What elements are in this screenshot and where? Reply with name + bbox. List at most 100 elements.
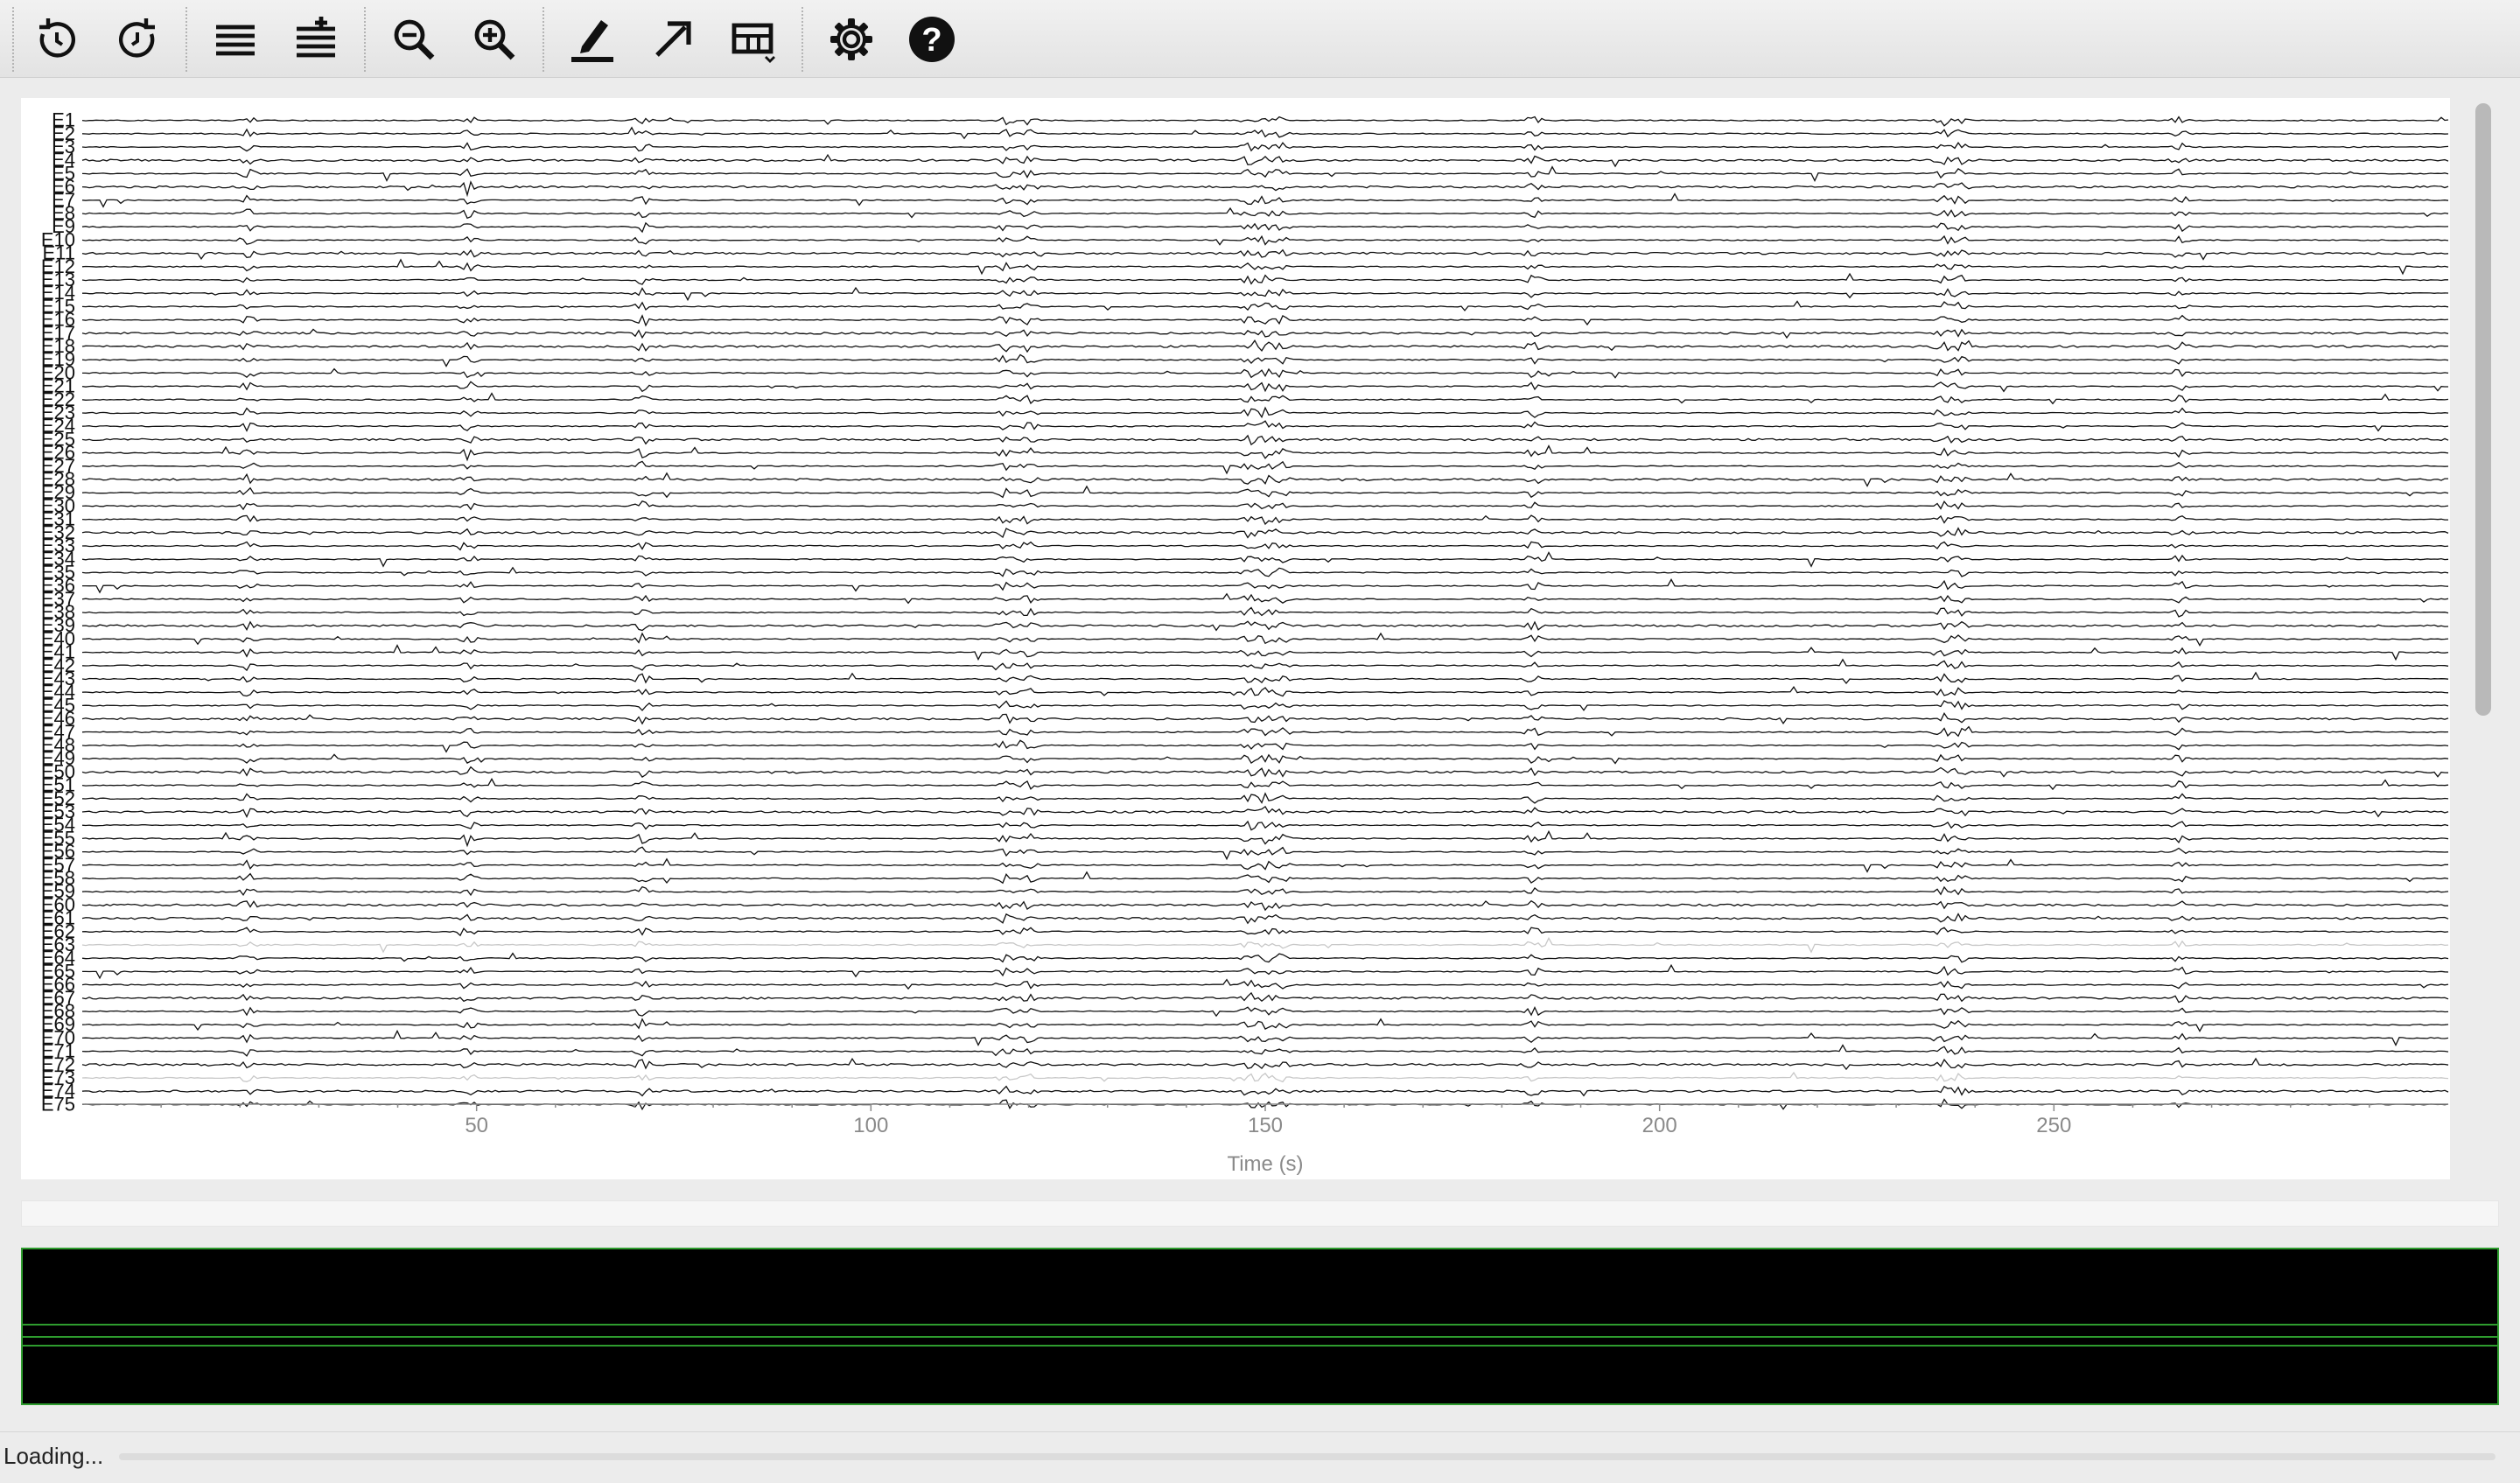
- channel-trace: [81, 899, 2449, 912]
- channel-trace: [81, 514, 2448, 526]
- channel-label: E13: [41, 269, 75, 290]
- channel-trace: [81, 339, 2449, 353]
- channel-label: E49: [41, 747, 75, 769]
- channel-trace: [81, 165, 2449, 183]
- toolbar-separator: [802, 7, 803, 72]
- zoom-in-button[interactable]: [467, 12, 522, 66]
- channel-trace: [81, 472, 2448, 487]
- eeg-trace-chart[interactable]: E1E2E3E4E5E6E7E8E9E10E11E12E13E14E15E16E…: [21, 98, 2450, 1179]
- channel-trace: [81, 192, 2449, 208]
- channel-trace: [81, 314, 2449, 327]
- channel-trace: [81, 434, 2449, 446]
- channel-label: E16: [41, 309, 75, 331]
- settings-button[interactable]: [824, 12, 878, 66]
- channel-trace: [81, 115, 2449, 127]
- overview-panel[interactable]: [21, 1248, 2499, 1405]
- vertical-scrollbar-thumb[interactable]: [2475, 103, 2491, 716]
- channel-label: E35: [41, 561, 75, 583]
- more-channels-icon: [297, 17, 335, 58]
- annotate-button[interactable]: [565, 12, 620, 66]
- help-icon: ?: [909, 17, 955, 62]
- arrow-icon: [655, 21, 691, 57]
- channel-label: E18: [41, 335, 75, 357]
- channel-label: E41: [41, 641, 75, 663]
- x-axis-label: Time (s): [1227, 1152, 1303, 1176]
- channel-label: E68: [41, 1000, 75, 1022]
- channel-label: E75: [41, 1093, 75, 1115]
- channel-trace: [81, 500, 2449, 511]
- channel-label: E40: [41, 627, 75, 649]
- channel-trace: [82, 753, 2449, 765]
- channel-trace: [81, 328, 2449, 339]
- fewer-channels-button[interactable]: [208, 12, 262, 66]
- loading-progress-bar: [119, 1453, 2496, 1460]
- channel-label: E4: [52, 149, 75, 171]
- channel-trace: [81, 913, 2449, 925]
- channel-trace: [81, 420, 2449, 432]
- channel-trace: [81, 632, 2449, 647]
- channel-label: E58: [41, 867, 75, 889]
- channel-trace: [81, 711, 2449, 725]
- channel-label: E65: [41, 960, 75, 982]
- channel-label: E48: [41, 734, 75, 756]
- channel-trace: [81, 180, 2449, 198]
- channel-trace: [81, 805, 2449, 819]
- channel-label: E22: [41, 388, 75, 410]
- help-button[interactable]: ?: [905, 12, 959, 66]
- forward-button[interactable]: [110, 12, 164, 66]
- more-channels-button[interactable]: [289, 12, 343, 66]
- eeg-traces: [81, 115, 2449, 1111]
- toolbar-separator: [542, 7, 544, 72]
- chevron-down-icon: [765, 56, 775, 63]
- channel-trace: [81, 141, 2449, 152]
- channel-trace: [81, 1044, 2449, 1057]
- channel-label: E53: [41, 801, 75, 822]
- channel-trace: [81, 871, 2449, 885]
- channel-label: E8: [52, 202, 75, 224]
- toolbar-separator: [186, 7, 187, 72]
- channel-trace: [81, 541, 2449, 551]
- channel-label: E19: [41, 348, 75, 370]
- channel-label: E56: [41, 841, 75, 863]
- forward-icon: [119, 18, 155, 58]
- overview-lines: [23, 1324, 2497, 1347]
- rewind-button[interactable]: [30, 12, 84, 66]
- channel-trace: [81, 551, 2449, 568]
- channel-trace: [81, 153, 2449, 168]
- channel-trace: [81, 829, 2449, 848]
- pointer-button[interactable]: [646, 12, 700, 66]
- x-axis: 50 100 150 200 250: [82, 1103, 2448, 1137]
- channel-label: E69: [41, 1013, 75, 1035]
- channel-trace: [81, 725, 2449, 738]
- channel-label: E60: [41, 893, 75, 915]
- channel-label: E17: [41, 322, 75, 344]
- x-axis-tick-label: 200: [1642, 1114, 1677, 1137]
- channel-trace: [81, 444, 2449, 462]
- channel-label: E59: [41, 880, 75, 902]
- channel-trace: [81, 286, 2449, 302]
- channel-label: E32: [41, 521, 75, 543]
- channel-label: E21: [41, 375, 75, 397]
- channel-trace: [81, 566, 2449, 577]
- channel-label: E24: [41, 415, 75, 437]
- channel-trace: [81, 381, 2448, 393]
- channel-label: E25: [41, 428, 75, 450]
- channel-label: E20: [41, 361, 75, 383]
- channel-label: E11: [42, 242, 75, 264]
- horizontal-scrollbar[interactable]: [21, 1200, 2499, 1227]
- channel-label: E33: [41, 535, 75, 556]
- channel-label: E62: [41, 920, 75, 942]
- channel-label: E67: [41, 987, 75, 1009]
- layout-button[interactable]: [726, 12, 780, 66]
- channel-label: E37: [41, 588, 75, 610]
- channel-trace: [81, 952, 2449, 963]
- channel-label: E43: [41, 668, 75, 689]
- channel-label: E3: [52, 136, 75, 157]
- eeg-plot-panel[interactable]: E1 E2 E3 E4 E5 E6 E7 E8 E9 E10 E11 E12 E13 E14 E15 E16 E…: [21, 98, 2450, 1179]
- channel-label: E2: [52, 122, 75, 144]
- channel-label: E51: [41, 774, 75, 796]
- vertical-scrollbar[interactable]: [2473, 98, 2494, 1179]
- channel-label: E52: [41, 787, 75, 809]
- channel-label: E73: [41, 1067, 75, 1088]
- zoom-out-button[interactable]: [387, 12, 441, 66]
